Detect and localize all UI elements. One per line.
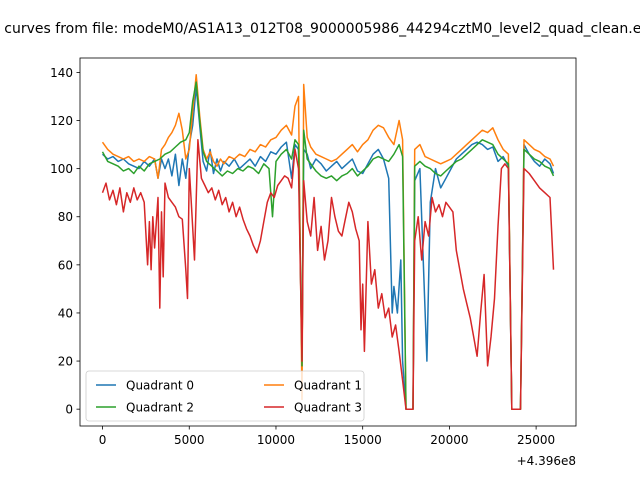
x-tick-label: 5000 bbox=[174, 433, 205, 447]
chart-title: Light curves from file: modeM0/AS1A13_01… bbox=[0, 21, 640, 37]
series-layer bbox=[101, 74, 555, 410]
x-axis: 0 5000 10000 15000 20000 25000 bbox=[99, 426, 555, 447]
legend: Quadrant 0 Quadrant 1 Quadrant 2 Quadrant 3 bbox=[85, 370, 365, 422]
series-line-quadrant-1 bbox=[101, 74, 555, 410]
legend-label-quadrant-3: Quadrant 3 bbox=[294, 401, 362, 415]
y-tick-label: 60 bbox=[58, 258, 73, 272]
axes-frame bbox=[79, 57, 577, 427]
y-axis: 0 20 40 60 80 100 120 140 bbox=[50, 66, 80, 417]
y-tick-label: 20 bbox=[58, 355, 73, 369]
series-line-quadrant-3 bbox=[101, 139, 555, 410]
y-tick-label: 100 bbox=[50, 162, 73, 176]
x-tick-label: 10000 bbox=[257, 433, 295, 447]
x-tick-label: 15000 bbox=[344, 433, 382, 447]
y-tick-label: 120 bbox=[50, 114, 73, 128]
legend-label-quadrant-2: Quadrant 2 bbox=[126, 401, 194, 415]
series-line-quadrant-2 bbox=[101, 81, 555, 410]
x-offset-label: +4.396e8 bbox=[517, 454, 576, 468]
y-tick-label: 80 bbox=[58, 210, 73, 224]
y-tick-label: 0 bbox=[65, 403, 73, 417]
legend-box bbox=[85, 370, 365, 422]
legend-label-quadrant-0: Quadrant 0 bbox=[126, 379, 194, 393]
plot-area bbox=[79, 57, 577, 427]
series-line-quadrant-0 bbox=[101, 86, 555, 410]
legend-label-quadrant-1: Quadrant 1 bbox=[294, 379, 362, 393]
y-tick-label: 140 bbox=[50, 66, 73, 80]
y-tick-label: 40 bbox=[58, 306, 73, 320]
x-tick-label: 25000 bbox=[517, 433, 555, 447]
x-tick-label: 0 bbox=[99, 433, 107, 447]
x-tick-label: 20000 bbox=[430, 433, 468, 447]
